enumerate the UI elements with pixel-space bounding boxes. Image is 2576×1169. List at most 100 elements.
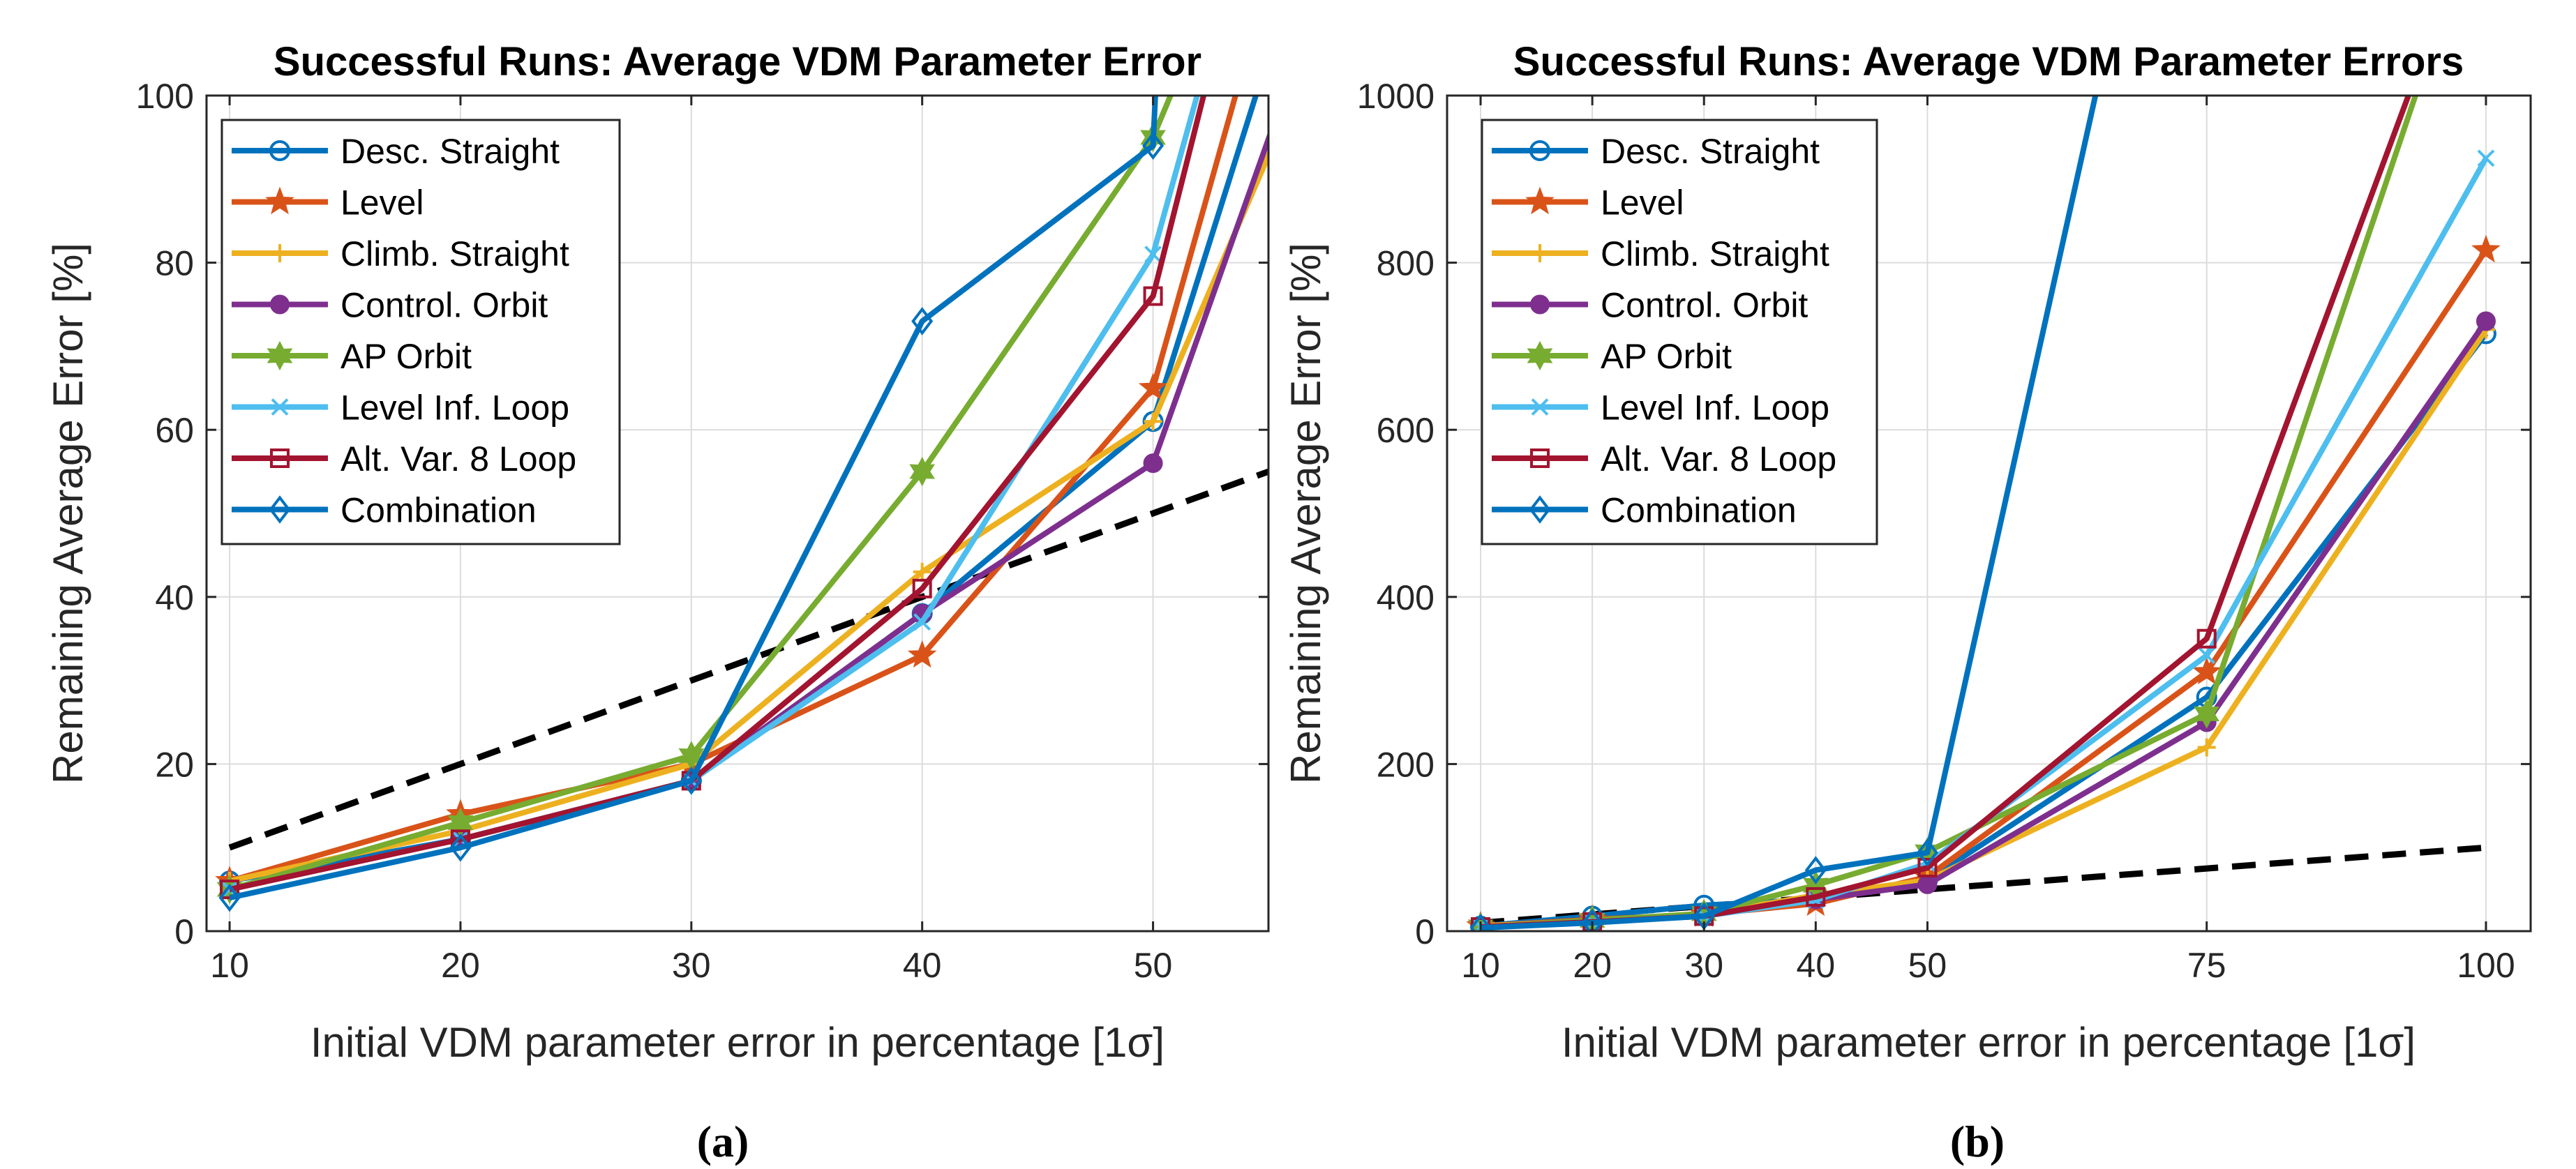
legend-marker-level	[1525, 186, 1555, 215]
legend-label: Alt. Var. 8 Loop	[1601, 439, 1836, 478]
data-point-combination	[911, 307, 934, 335]
data-point-combination	[1469, 913, 1492, 931]
legend-a: Desc. Straight Level Climb. Straight Contro…	[220, 119, 621, 545]
data-point-control-orbit	[1917, 874, 1938, 894]
data-a	[215, 96, 1268, 912]
legend-marker-level-inf-loop	[1531, 398, 1549, 416]
series-line-alt-var-8-loop	[229, 96, 1207, 893]
data-point-alt-var-8-loop	[1917, 857, 1938, 877]
legend-label: Level	[340, 183, 424, 223]
y-tick-label: 80	[155, 244, 194, 283]
data-point-level	[2471, 234, 2501, 263]
legend-item-alt-var-8-loop: Alt. Var. 8 Loop	[1492, 439, 1836, 478]
legend-item-combination: Combination	[232, 491, 537, 530]
legend-item-level: Level	[232, 183, 424, 223]
legend-marker-control-orbit	[1530, 294, 1550, 315]
chart-title-b: Successful Runs: Average VDM Parameter E…	[1513, 39, 2464, 84]
legend-marker-combination	[269, 495, 291, 524]
legend-label: Level Inf. Loop	[1601, 389, 1829, 428]
legend-marker-ap-orbit	[267, 340, 293, 371]
axes-box-b	[1446, 94, 2532, 933]
data-point-level-inf-loop	[913, 613, 931, 631]
data-point-combination	[1916, 838, 1938, 867]
y-tick-label: 0	[1415, 912, 1435, 951]
legend-marker-control-orbit	[270, 294, 290, 315]
data-point-level-inf-loop	[2477, 149, 2495, 167]
data-point-alt-var-8-loop	[2196, 628, 2217, 649]
data-point-level	[2192, 656, 2222, 685]
y-axis-label-b: Remaining Average Error [%]	[1282, 243, 1329, 784]
chart-title-a: Successful Runs: Average VDM Parameter E…	[274, 39, 1201, 84]
legend-item-level-inf-loop: Level Inf. Loop	[1492, 389, 1829, 428]
legend-marker-climb-straight	[271, 244, 289, 262]
legend-b: Desc. Straight Level Climb. Straight Contro…	[1481, 119, 1878, 545]
data-point-alt-var-8-loop	[912, 578, 932, 598]
data-point-climb-straight	[1144, 412, 1162, 431]
data-point-alt-var-8-loop	[1806, 887, 1826, 907]
series-line-combination	[229, 96, 1158, 901]
data-point-level	[1138, 372, 1168, 401]
y-tick-label: 200	[1377, 745, 1435, 784]
y-tick-label: 800	[1377, 244, 1435, 283]
legend-marker-alt-var-8-loop	[1530, 448, 1550, 468]
legend-label: Control. Orbit	[340, 286, 548, 325]
legend-marker-combination	[1529, 495, 1551, 524]
x-tick-label: 100	[2457, 946, 2515, 985]
y-tick-label: 600	[1377, 411, 1435, 450]
series-combination	[218, 96, 1165, 912]
legend-marker-alt-var-8-loop	[270, 448, 290, 468]
ticks-a: 10 20 30 40 50 0 20 40 60 80 100	[136, 77, 1268, 985]
data-point-alt-var-8-loop	[220, 880, 240, 900]
y-tick-label: 100	[136, 77, 194, 116]
x-tick-label: 20	[441, 946, 480, 985]
legend-item-control-orbit: Control. Orbit	[232, 286, 548, 325]
x-axis-label-b: Initial VDM parameter error in percentag…	[1562, 1019, 2416, 1066]
legend-box	[220, 119, 621, 545]
data-point-combination	[1142, 131, 1165, 160]
data-point-control-orbit	[1143, 453, 1163, 474]
y-tick-label: 60	[155, 411, 194, 450]
axes-box-a	[205, 94, 1270, 933]
legend-item-level: Level	[1492, 183, 1684, 223]
legend-marker-desc-straight	[1529, 140, 1550, 161]
data-point-level-inf-loop	[2198, 647, 2216, 665]
legend-label: Level	[1601, 183, 1684, 223]
data-point-combination	[449, 833, 472, 862]
x-tick-label: 30	[1684, 946, 1723, 985]
x-tick-label: 20	[1573, 946, 1612, 985]
legend-label: Control. Orbit	[1601, 286, 1808, 325]
legend-label: Level Inf. Loop	[340, 389, 569, 428]
legend-marker-level-inf-loop	[271, 398, 289, 416]
y-tick-label: 400	[1377, 578, 1435, 617]
data-point-ap-orbit	[909, 456, 936, 487]
y-tick-label: 1000	[1357, 77, 1435, 116]
x-tick-label: 10	[210, 946, 249, 985]
data-point-level	[907, 640, 937, 668]
legend-label: AP Orbit	[340, 337, 472, 376]
data-point-climb-straight	[2197, 738, 2216, 757]
legend-item-ap-orbit: AP Orbit	[1492, 337, 1732, 376]
panel-a: 10 20 30 40 50 0 20 40 60 80 100 Successful Runs: …	[45, 39, 1270, 1166]
data-point-ap-orbit	[2194, 699, 2220, 729]
y-axis-label-a: Remaining Average Error [%]	[45, 243, 91, 784]
x-axis-label-a: Initial VDM parameter error in percentag…	[310, 1019, 1165, 1066]
legend-label: Desc. Straight	[1601, 132, 1820, 171]
data-point-combination	[1804, 856, 1827, 884]
legend-item-control-orbit: Control. Orbit	[1492, 286, 1808, 325]
legend-label: Climb. Straight	[1601, 234, 1829, 273]
data-point-combination	[680, 767, 703, 795]
legend-label: Combination	[1601, 491, 1797, 530]
legend-item-level-inf-loop: Level Inf. Loop	[232, 389, 569, 428]
data-point-combination	[218, 883, 241, 912]
legend-marker-level	[265, 186, 294, 215]
legend-box	[1481, 119, 1878, 545]
caption-a: (a)	[697, 1117, 749, 1166]
x-tick-label: 50	[1134, 946, 1173, 985]
data-point-climb-straight	[913, 562, 931, 581]
legend-label: Climb. Straight	[340, 234, 569, 273]
legend-label: Desc. Straight	[340, 132, 560, 171]
legend-label: AP Orbit	[1601, 337, 1732, 376]
y-tick-label: 40	[155, 578, 194, 617]
